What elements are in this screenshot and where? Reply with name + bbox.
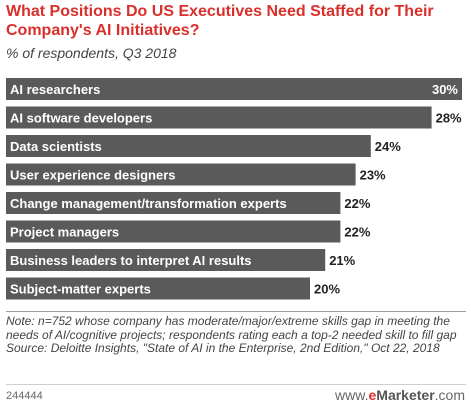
- category-label: Project managers: [10, 225, 119, 240]
- brand-www: www.: [335, 387, 369, 403]
- brand-e: e: [368, 387, 377, 403]
- divider: [6, 384, 466, 385]
- bar: [6, 249, 326, 271]
- bar: [6, 163, 356, 186]
- value-label: 28%: [436, 111, 462, 126]
- value-label: 30%: [432, 82, 458, 97]
- value-label: 24%: [375, 139, 401, 154]
- category-label: Change management/transformation experts: [10, 196, 287, 211]
- brand-domain: .com: [434, 387, 465, 403]
- category-label: Data scientists: [10, 139, 102, 154]
- bar-chart: AI researchers 30% AI software developers 2…: [6, 78, 462, 300]
- footnote: Note: n=752 whose company has moderate/m…: [6, 314, 466, 356]
- category-label: AI software developers: [10, 111, 152, 126]
- footnote-source: Source: Deloitte Insights, "State of AI …: [6, 341, 440, 355]
- divider: [6, 311, 466, 312]
- value-label: 23%: [360, 168, 386, 183]
- value-label: 22%: [344, 196, 370, 211]
- category-label: User experience designers: [10, 168, 175, 183]
- chart-title: What Positions Do US Executives Need Sta…: [6, 3, 434, 39]
- bar: [6, 192, 341, 214]
- value-label: 21%: [329, 253, 355, 268]
- value-label: 20%: [314, 282, 340, 297]
- bar: [6, 78, 462, 100]
- brand-logo[interactable]: www.eMarketer.com: [335, 387, 465, 403]
- category-label: AI researchers: [10, 82, 100, 97]
- brand-name: Marketer: [376, 387, 435, 403]
- chart-subtitle: % of respondents, Q3 2018: [6, 45, 177, 61]
- bar: [6, 106, 432, 129]
- bar: [6, 277, 310, 300]
- chart-id: 244444: [6, 390, 43, 402]
- category-label: Business leaders to interpret AI results: [10, 253, 252, 268]
- bar: [6, 220, 341, 243]
- footnote-note: Note: n=752 whose company has moderate/m…: [6, 314, 457, 342]
- category-label: Subject-matter experts: [10, 282, 151, 297]
- bar: [6, 135, 371, 157]
- value-label: 22%: [344, 225, 370, 240]
